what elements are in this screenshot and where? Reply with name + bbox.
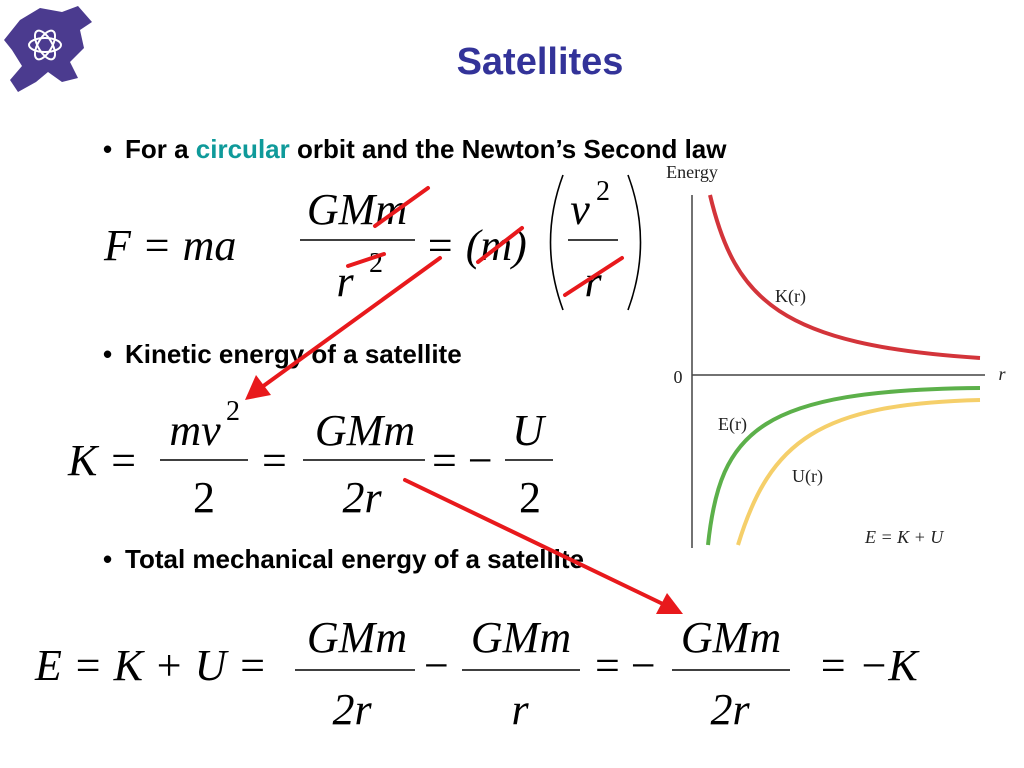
denominator: 2r xyxy=(332,685,372,734)
logo-orbit xyxy=(33,29,57,61)
curve-label: U(r) xyxy=(792,466,823,487)
paren xyxy=(627,174,642,311)
bullet-marker: • xyxy=(103,134,112,164)
curve-label: E(r) xyxy=(718,414,747,435)
math-text: = −K xyxy=(818,641,920,690)
denominator: 2r xyxy=(342,473,382,522)
math-text: = − xyxy=(432,436,493,485)
energy-graph: Energy 0 r K(r) E(r) U(r) E = K + U xyxy=(666,162,1006,548)
logo-orbit xyxy=(33,29,57,61)
equation: E = K + U = GMm 2r − GMm r = − GMm 2r = … xyxy=(34,613,920,734)
denominator: r xyxy=(511,685,529,734)
text-span: orbit and the Newton’s Second law xyxy=(290,134,728,164)
logo-orbit xyxy=(28,37,62,53)
curve xyxy=(706,386,981,546)
math-text: − xyxy=(424,641,449,690)
axis-label: 0 xyxy=(674,367,683,387)
math-text: K = xyxy=(67,436,138,485)
strike xyxy=(373,186,430,228)
numerator: v xyxy=(570,185,590,234)
exponent: 2 xyxy=(369,248,383,279)
bullet-marker: • xyxy=(103,544,112,574)
math-text: F = ma xyxy=(103,221,236,270)
denominator: r xyxy=(584,257,602,306)
bullet-text: For a circular orbit and the Newton’s Se… xyxy=(125,134,727,164)
numerator: GMm xyxy=(315,406,415,455)
annotations xyxy=(245,186,683,614)
curve xyxy=(736,398,981,546)
axis-label: Energy xyxy=(666,162,718,182)
denominator: 2r xyxy=(710,685,750,734)
arrow-head xyxy=(245,375,271,400)
numerator: GMm xyxy=(681,613,781,662)
axis-label: r xyxy=(998,364,1006,384)
math-text: = − xyxy=(595,641,656,690)
numerator: mv xyxy=(169,406,221,455)
relation-label: E = K + U xyxy=(864,527,944,547)
numerator: GMm xyxy=(307,185,407,234)
numerator: GMm xyxy=(307,613,407,662)
curve xyxy=(708,194,981,360)
arrow xyxy=(403,478,667,607)
math-text: E = K + U = xyxy=(34,641,267,690)
highlight: circular xyxy=(196,134,290,164)
exponent: 2 xyxy=(226,396,240,427)
bullet-marker: • xyxy=(103,339,112,369)
math-text: = (m) xyxy=(425,221,527,270)
strike xyxy=(346,252,386,268)
text-span: For a xyxy=(125,134,196,164)
denominator: r xyxy=(336,257,354,306)
arrow xyxy=(260,256,442,389)
equation: K = mv 2 2 = GMm 2r = − U 2 xyxy=(67,396,553,522)
arrow-head xyxy=(656,593,683,614)
strike xyxy=(563,256,624,297)
curve-label: K(r) xyxy=(775,286,806,307)
exponent: 2 xyxy=(596,176,610,207)
paren xyxy=(549,174,564,311)
logo xyxy=(4,6,92,92)
slide-title: Satellites xyxy=(457,41,624,83)
denominator: 2 xyxy=(519,473,541,522)
strike xyxy=(476,226,524,264)
equation: F = ma GMm r 2 = (m) v 2 r xyxy=(103,174,642,311)
numerator: U xyxy=(512,406,547,455)
math-text: = xyxy=(262,436,287,485)
bullet-text: Total mechanical energy of a satellite xyxy=(125,544,584,574)
logo-shape xyxy=(4,6,92,92)
denominator: 2 xyxy=(193,473,215,522)
numerator: GMm xyxy=(471,613,571,662)
